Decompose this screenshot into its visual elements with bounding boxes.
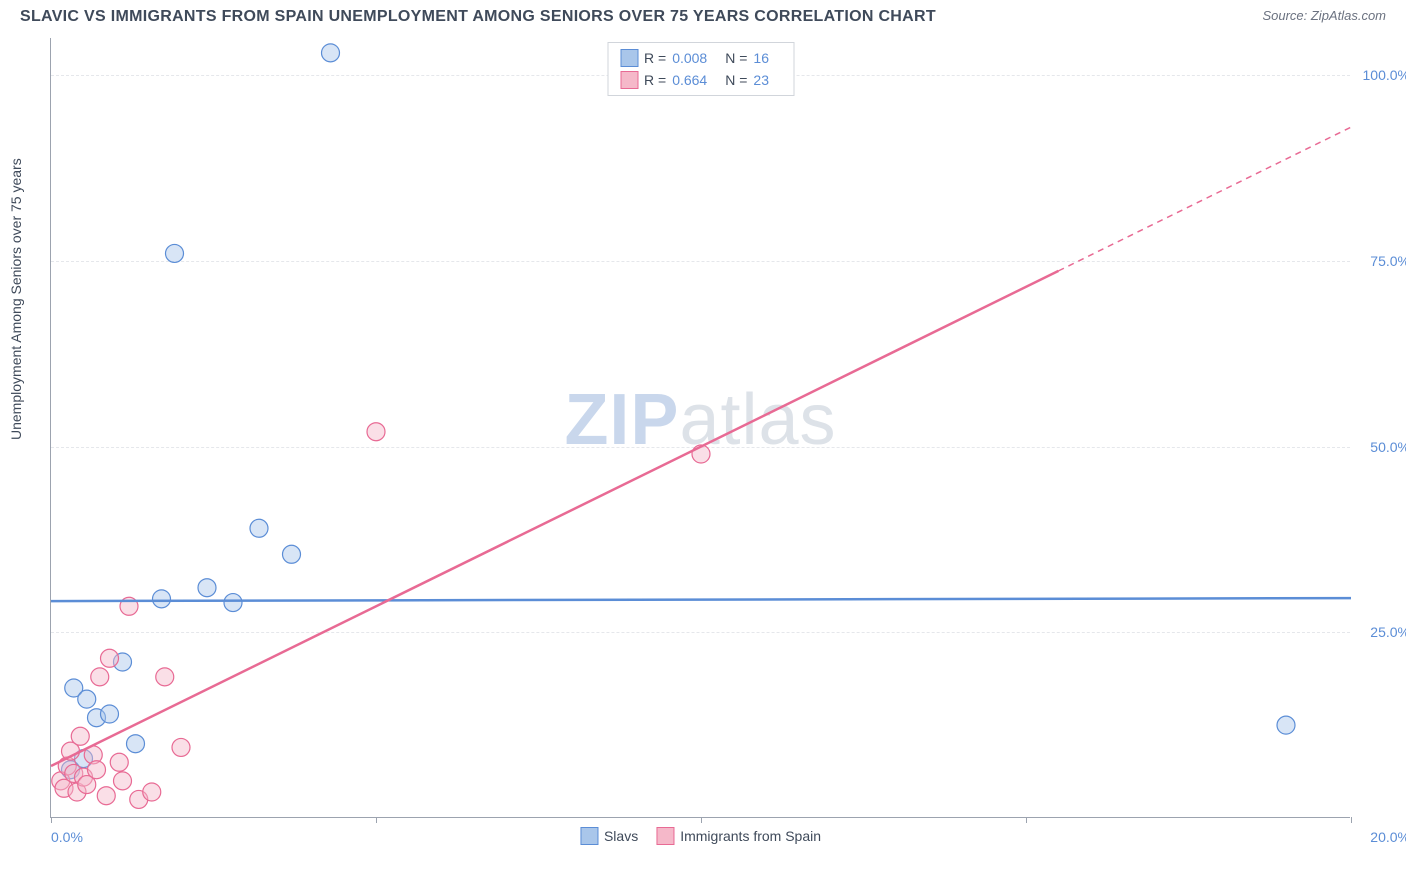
trend-line-solid bbox=[51, 598, 1351, 601]
scatter-point bbox=[322, 44, 340, 62]
trend-line-dashed bbox=[1059, 127, 1352, 271]
legend-swatch bbox=[620, 49, 638, 67]
stat-n-value: 23 bbox=[753, 72, 769, 88]
scatter-point bbox=[101, 649, 119, 667]
scatter-point bbox=[1277, 716, 1295, 734]
trend-line-solid bbox=[51, 271, 1059, 766]
x-tick bbox=[376, 817, 377, 823]
stats-legend-row: R = 0.664 N = 23 bbox=[620, 69, 781, 91]
x-tick bbox=[1351, 817, 1352, 823]
scatter-svg bbox=[51, 38, 1351, 818]
x-axis-max-label: 20.0% bbox=[1370, 829, 1406, 845]
stat-n-label: N = bbox=[725, 50, 747, 66]
series-legend: Slavs Immigrants from Spain bbox=[580, 827, 821, 845]
scatter-point bbox=[153, 590, 171, 608]
stat-r-label: R = bbox=[644, 50, 666, 66]
scatter-point bbox=[166, 244, 184, 262]
scatter-point bbox=[198, 579, 216, 597]
stats-legend: R = 0.008 N = 16 R = 0.664 N = 23 bbox=[607, 42, 794, 96]
y-tick-label: 50.0% bbox=[1370, 439, 1406, 455]
scatter-point bbox=[224, 594, 242, 612]
legend-label: Immigrants from Spain bbox=[680, 828, 821, 844]
x-axis-min-label: 0.0% bbox=[51, 829, 83, 845]
stat-n-label: N = bbox=[725, 72, 747, 88]
scatter-point bbox=[71, 727, 89, 745]
chart-header: SLAVIC VS IMMIGRANTS FROM SPAIN UNEMPLOY… bbox=[0, 0, 1406, 30]
scatter-point bbox=[156, 668, 174, 686]
y-tick-label: 75.0% bbox=[1370, 253, 1406, 269]
plot-region: ZIPatlas 25.0%50.0%75.0%100.0% R =0.008N… bbox=[50, 38, 1350, 818]
y-tick-label: 25.0% bbox=[1370, 624, 1406, 640]
legend-swatch bbox=[620, 71, 638, 89]
y-axis-label: Unemployment Among Seniors over 75 years bbox=[8, 158, 24, 440]
stat-n-value: 16 bbox=[753, 50, 769, 66]
chart-source: Source: ZipAtlas.com bbox=[1262, 8, 1386, 23]
scatter-point bbox=[97, 787, 115, 805]
scatter-point bbox=[91, 668, 109, 686]
legend-swatch bbox=[656, 827, 674, 845]
scatter-point bbox=[172, 738, 190, 756]
scatter-point bbox=[110, 753, 128, 771]
scatter-point bbox=[101, 705, 119, 723]
scatter-point bbox=[88, 761, 106, 779]
legend-item: Slavs bbox=[580, 827, 638, 845]
legend-swatch bbox=[580, 827, 598, 845]
x-tick bbox=[1026, 817, 1027, 823]
scatter-point bbox=[78, 690, 96, 708]
stat-r-label: R = bbox=[644, 72, 666, 88]
scatter-point bbox=[114, 772, 132, 790]
stats-legend-row: R = 0.008 N = 16 bbox=[620, 47, 781, 69]
scatter-point bbox=[127, 735, 145, 753]
x-tick bbox=[51, 817, 52, 823]
legend-label: Slavs bbox=[604, 828, 638, 844]
scatter-point bbox=[367, 423, 385, 441]
scatter-point bbox=[250, 519, 268, 537]
y-tick-label: 100.0% bbox=[1363, 67, 1406, 83]
legend-item: Immigrants from Spain bbox=[656, 827, 821, 845]
stat-r-value: 0.664 bbox=[672, 72, 707, 88]
chart-title: SLAVIC VS IMMIGRANTS FROM SPAIN UNEMPLOY… bbox=[20, 8, 936, 26]
stat-r-value: 0.008 bbox=[672, 50, 707, 66]
x-tick bbox=[701, 817, 702, 823]
scatter-point bbox=[143, 783, 161, 801]
scatter-point bbox=[283, 545, 301, 563]
chart-area: ZIPatlas 25.0%50.0%75.0%100.0% R =0.008N… bbox=[50, 38, 1390, 848]
